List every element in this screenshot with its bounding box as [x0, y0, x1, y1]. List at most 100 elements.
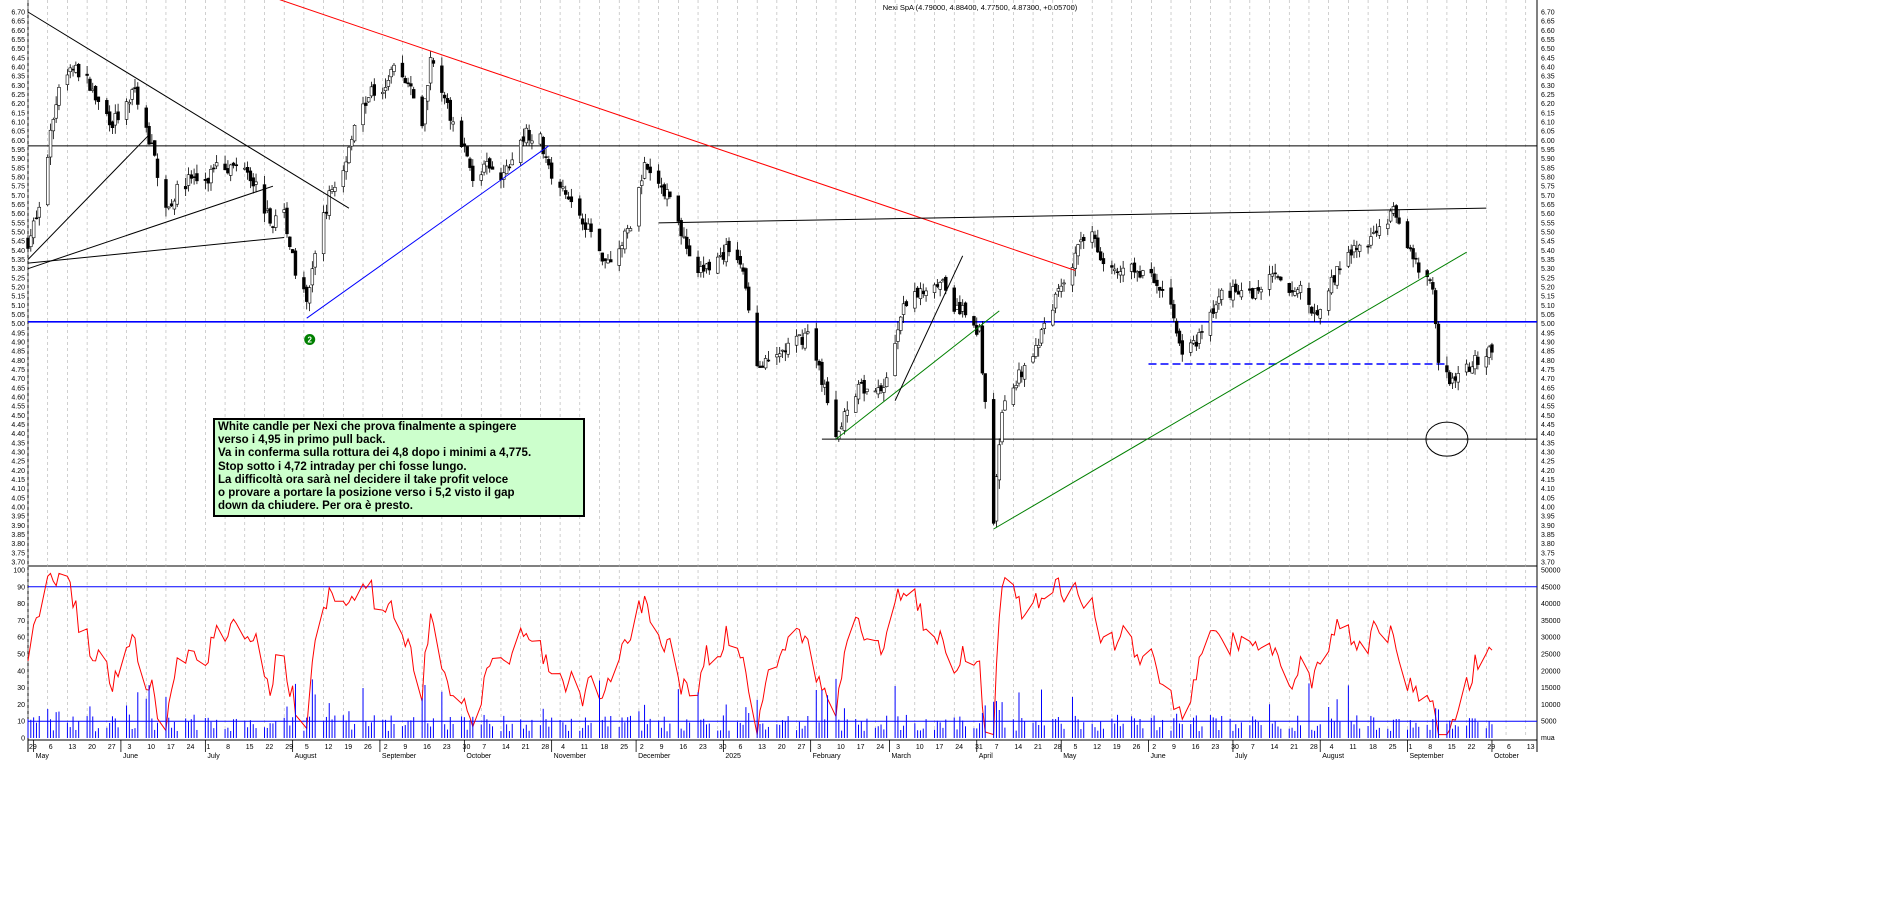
volume-tick-label: 10000: [1541, 702, 1561, 709]
month-label: June: [123, 753, 138, 760]
candle-body: [1374, 230, 1379, 233]
price-tick-label: 4.85: [1541, 349, 1555, 356]
candle-body: [777, 353, 782, 358]
day-tick-label: 22: [1468, 744, 1476, 751]
candle-body: [465, 146, 469, 157]
day-tick-label: 10: [147, 744, 155, 751]
candle-body: [1228, 290, 1232, 298]
candle-body: [189, 174, 193, 179]
day-tick-label: 31: [975, 744, 983, 751]
month-label: December: [638, 753, 671, 760]
price-tick-label: 5.65: [1541, 202, 1555, 209]
candle-body: [479, 174, 483, 181]
candle-body: [823, 383, 827, 388]
candle-body: [341, 170, 346, 187]
price-tick-label: 5.95: [1541, 147, 1555, 154]
volume-tick-label: 40000: [1541, 601, 1561, 608]
price-tick-label: 4.45: [11, 422, 25, 429]
candle-body: [1450, 377, 1455, 384]
price-tick-label: 5.20: [1541, 285, 1555, 292]
candle-body: [409, 83, 413, 87]
day-tick-label: 20: [778, 744, 786, 751]
price-tick-label: 6.55: [1541, 37, 1555, 44]
price-tick-label: 4.75: [1541, 367, 1555, 374]
day-tick-label: 28: [541, 744, 549, 751]
day-tick-label: 2: [384, 744, 388, 751]
price-tick-label: 4.80: [1541, 358, 1555, 365]
day-tick-label: 14: [1014, 744, 1022, 751]
price-tick-label: 4.45: [1541, 422, 1555, 429]
price-tick-label: 4.65: [1541, 385, 1555, 392]
candle-body: [192, 176, 196, 178]
candle-body: [763, 358, 768, 369]
candle-body: [786, 342, 790, 355]
month-label: February: [813, 753, 842, 760]
day-tick-label: 21: [1290, 744, 1298, 751]
candle-body: [186, 174, 191, 186]
candle-body: [305, 286, 309, 302]
trendline: [658, 207, 1487, 224]
candle-body: [685, 236, 689, 249]
candle-body: [865, 388, 869, 392]
day-tick-label: 28: [1310, 744, 1318, 751]
candle-body: [668, 191, 672, 198]
candle-body: [1470, 366, 1474, 374]
candle-body: [623, 230, 627, 250]
candle-body: [31, 220, 36, 239]
candle-body: [1408, 247, 1413, 250]
candle-body: [1079, 239, 1083, 243]
price-tick-label: 5.55: [11, 220, 25, 227]
candle-body: [944, 276, 948, 291]
day-tick-label: 17: [857, 744, 865, 751]
candle-body: [628, 228, 633, 232]
price-tick-label: 4.30: [11, 450, 25, 457]
candle-body: [704, 263, 709, 269]
candle-body: [1388, 210, 1393, 222]
candle-body: [1318, 309, 1322, 319]
day-tick-label: 4: [561, 744, 565, 751]
candle-body: [1098, 251, 1103, 261]
candle-body: [1329, 276, 1334, 294]
number-badge: [304, 334, 316, 345]
candle-body: [459, 120, 464, 147]
day-tick-label: 25: [620, 744, 628, 751]
day-tick-label: 30: [719, 744, 727, 751]
candle-body: [1036, 344, 1041, 348]
number-badge-text: 2: [307, 336, 312, 345]
price-tick-label: 4.80: [11, 358, 25, 365]
candle-body: [893, 343, 897, 376]
day-tick-label: 23: [443, 744, 451, 751]
day-tick-label: 16: [1192, 744, 1200, 751]
price-tick-label: 4.75: [11, 367, 25, 374]
candle-body: [637, 187, 641, 227]
candle-body: [834, 399, 838, 437]
day-tick-label: 23: [699, 744, 707, 751]
candle-body: [485, 161, 489, 167]
candle-body: [1000, 412, 1004, 443]
price-tick-label: 6.20: [1541, 101, 1555, 108]
trendline: [279, 0, 1076, 271]
price-tick-label: 5.15: [1541, 294, 1555, 301]
candle-body: [566, 196, 571, 200]
day-tick-label: 13: [758, 744, 766, 751]
month-label: November: [554, 753, 587, 760]
candle-body: [130, 89, 134, 100]
candle-body: [524, 127, 529, 144]
candle-body: [54, 104, 58, 119]
day-tick-label: 15: [246, 744, 254, 751]
candle-body: [1453, 376, 1458, 381]
price-tick-label: 5.95: [11, 147, 25, 154]
month-label: June: [1150, 753, 1165, 760]
price-tick-label: 4.50: [1541, 413, 1555, 420]
price-tick-label: 6.00: [1541, 138, 1555, 145]
day-tick-label: 29: [29, 744, 37, 751]
candle-body: [938, 282, 942, 290]
candle-body: [352, 125, 357, 142]
candle-body: [333, 187, 337, 192]
candle-body: [530, 140, 534, 144]
candle-body: [1149, 268, 1154, 274]
day-tick-label: 25: [1389, 744, 1397, 751]
month-label: September: [1409, 753, 1444, 760]
note-line: verso i 4,95 in primo pull back.: [218, 434, 386, 447]
month-label: April: [979, 753, 993, 760]
